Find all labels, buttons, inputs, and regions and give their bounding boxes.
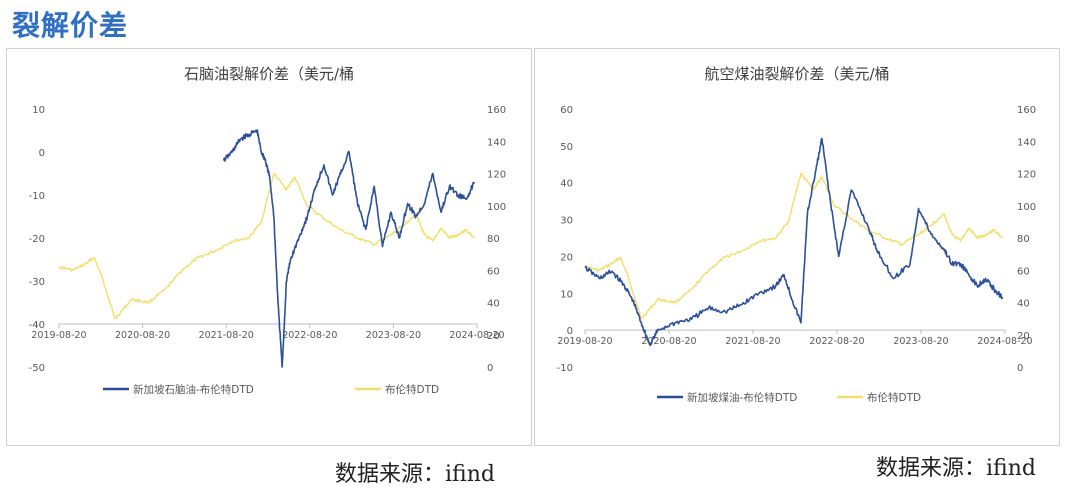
y-left-tick-label: -50: [29, 363, 45, 374]
y-left-tick-label: 50: [560, 142, 573, 153]
x-tick-label: 2023-08-20: [893, 336, 948, 347]
y-right-tick-label: 40: [487, 299, 500, 310]
y-right-tick-label: 40: [1017, 299, 1030, 310]
data-source-left: 数据来源：ifind: [335, 462, 495, 487]
y-right-tick-label: 140: [1017, 137, 1036, 148]
y-right-tick-label: 0: [1017, 363, 1023, 374]
data-source-right: 数据来源：ifind: [876, 456, 1036, 481]
x-tick-label: 2021-08-20: [199, 330, 254, 341]
y-right-tick-label: 140: [487, 137, 506, 148]
legend-label: 布伦特DTD: [385, 383, 439, 396]
y-left-tick-label: 60: [560, 105, 573, 116]
y-right-tick-label: 100: [1017, 202, 1036, 213]
naphtha-chart-panel: 石脑油裂解价差（美元/桶 10 0 -10 -20 -30 -40 -50 160 140 120 1…: [6, 48, 532, 446]
y-left-tick-label: -30: [29, 277, 45, 288]
y-right-tick-label: 120: [487, 170, 506, 181]
x-tick-label: 2022-08-20: [282, 330, 337, 341]
y-left-tick-label: -10: [29, 191, 45, 202]
legend-label: 布伦特DTD: [867, 391, 921, 404]
x-tick-label: 2019-08-20: [557, 336, 612, 347]
x-tick-label: 2024-08-20: [449, 330, 504, 341]
y-left-tick-label: -10: [557, 363, 573, 374]
y-right-tick-label: 160: [487, 105, 506, 116]
x-tick-label: 2022-08-20: [809, 336, 864, 347]
x-tick-label: 2020-08-20: [641, 336, 696, 347]
y-left-tick-label: 0: [567, 326, 573, 337]
x-tick-label: 2021-08-20: [725, 336, 780, 347]
x-tick-label: 2020-08-20: [115, 330, 170, 341]
crack-spread-series-line: [222, 129, 476, 368]
x-tick-label: 2024-08-20: [977, 336, 1032, 347]
y-right-tick-label: 60: [487, 266, 500, 277]
legend-label: 新加坡石脑油-布伦特DTD: [133, 383, 254, 396]
naphtha-crack-spread-chart: 石脑油裂解价差（美元/桶100-10-20-30-40-501601401201…: [29, 65, 506, 396]
y-left-tick-label: -20: [29, 234, 45, 245]
legend-label: 新加坡煤油-布伦特DTD: [687, 391, 797, 404]
y-left-tick-label: -40: [29, 320, 45, 331]
jetfuel-chart-panel: 航空煤油裂解价差（美元/桶 60 50 40 30 20 10 0 -10 160 140 120 10…: [534, 48, 1060, 446]
y-left-tick-label: 10: [32, 105, 45, 116]
chart-title: 航空煤油裂解价差（美元/桶: [704, 65, 889, 83]
y-right-tick-label: 120: [1017, 170, 1036, 181]
x-tick-label: 2023-08-20: [366, 330, 421, 341]
y-right-tick-label: 80: [487, 234, 500, 245]
y-left-tick-label: 10: [560, 289, 573, 300]
y-right-tick-label: 60: [1017, 266, 1030, 277]
y-left-tick-label: 0: [39, 148, 45, 159]
y-right-tick-label: 160: [1017, 105, 1036, 116]
y-left-tick-label: 40: [560, 179, 573, 190]
x-tick-label: 2019-08-20: [31, 330, 86, 341]
y-right-tick-label: 20: [1017, 331, 1030, 342]
y-right-tick-label: 80: [1017, 234, 1030, 245]
y-right-tick-label: 0: [487, 363, 493, 374]
y-left-tick-label: 30: [560, 216, 573, 227]
y-left-tick-label: 20: [560, 252, 573, 263]
page-title: 裂解价差: [12, 9, 129, 42]
chart-title: 石脑油裂解价差（美元/桶: [184, 65, 354, 83]
brent-series-line: [58, 172, 475, 320]
y-right-tick-label: 20: [487, 331, 500, 342]
crack-spread-series-line: [584, 137, 1004, 347]
y-right-tick-label: 100: [487, 202, 506, 213]
jetfuel-crack-spread-chart: 航空煤油裂解价差（美元/桶6050403020100-1016014012010…: [557, 65, 1036, 404]
brent-series-line: [584, 172, 1003, 320]
